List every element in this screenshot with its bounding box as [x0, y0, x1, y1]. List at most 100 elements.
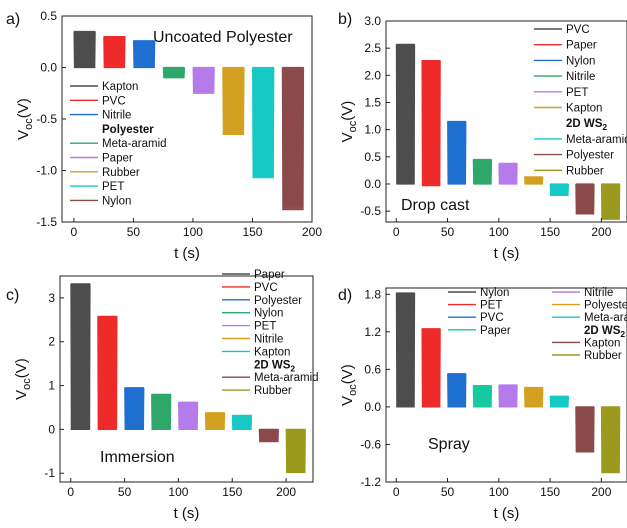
y-tick-label: -1.2 — [360, 475, 381, 489]
x-axis-label: t (s) — [494, 245, 520, 262]
legend-entry-sub: 2 — [620, 329, 625, 339]
y-axis-label: Voc(V) — [13, 358, 33, 400]
legend-entry-text: Meta-aramid — [566, 134, 627, 146]
series-line — [252, 67, 275, 178]
legend-entry-text: Nylon — [254, 308, 283, 320]
legend-entry: Nitrile — [254, 334, 283, 346]
x-tick-label: 150 — [540, 485, 560, 499]
x-tick-label: 50 — [441, 485, 455, 499]
data-layer — [395, 43, 621, 220]
legend-entry: Nylon — [254, 308, 283, 320]
legend-entry-text: Paper — [480, 325, 511, 337]
legend-entry: Paper — [480, 325, 511, 337]
x-tick-label: 150 — [540, 225, 560, 239]
legend-entry-text: PVC — [254, 282, 278, 294]
legend-entry-text: Rubber — [584, 350, 622, 362]
series-line — [472, 385, 493, 407]
panel-label: a) — [6, 11, 20, 28]
x-tick-label: 50 — [441, 225, 455, 239]
series-line — [575, 183, 595, 214]
data-layer — [395, 292, 621, 474]
legend-entry: Paper — [102, 153, 133, 165]
y-tick-label: 1 — [48, 379, 55, 393]
x-tick-label: 0 — [67, 485, 74, 499]
legend-entry-text: Nitrile — [566, 71, 595, 83]
series-line — [498, 384, 518, 407]
y-tick-label: 1.8 — [364, 287, 381, 301]
series-line — [395, 293, 416, 407]
y-tick-label: -1 — [44, 466, 55, 480]
x-tick-label: 50 — [118, 485, 132, 499]
series-line — [447, 373, 467, 407]
legend-entry: Nylon — [102, 195, 131, 207]
legend: PaperPVCPolyesterNylonPETNitrileKapton2D… — [222, 269, 319, 397]
series-line — [281, 67, 305, 210]
panel-label: c) — [6, 287, 19, 304]
series-line — [204, 412, 226, 430]
legend-entry: Rubber — [254, 385, 292, 397]
y-tick-label: -1.0 — [36, 164, 57, 178]
series-line — [395, 44, 416, 184]
series-line — [222, 67, 245, 135]
x-tick-label: 0 — [393, 485, 400, 499]
chart-annotation: Spray — [428, 436, 470, 453]
y-axis-label-sub: oc — [347, 120, 359, 132]
legend-entry-sub: 2 — [290, 363, 295, 373]
y-axis-label-unit: (V) — [15, 98, 32, 118]
legend-entry: PET — [254, 321, 276, 333]
legend-entry: Nylon — [566, 55, 595, 67]
series-line — [421, 328, 441, 407]
y-axis-label: Voc(V) — [339, 364, 359, 406]
series-line — [285, 429, 306, 473]
y-tick-label: 0.0 — [364, 400, 381, 414]
legend-entry: Rubber — [566, 165, 604, 177]
series-line — [421, 60, 441, 186]
series-line — [524, 176, 544, 184]
legend-entry: Paper — [254, 269, 285, 281]
legend-entry-text: Meta-aramid — [102, 138, 167, 150]
y-tick-label: 2.5 — [364, 41, 381, 55]
legend-entry-text: Rubber — [254, 385, 292, 397]
x-axis-label: t (s) — [174, 505, 200, 522]
x-tick-label: 50 — [127, 225, 141, 239]
legend-entry-text: Rubber — [566, 165, 604, 177]
legend-entry: 2D WS2 — [566, 118, 607, 132]
legend-entry: PET — [102, 181, 124, 193]
series-line — [177, 402, 199, 430]
chart-annotation: Immersion — [100, 449, 175, 466]
legend-entry-text: PVC — [566, 24, 590, 36]
series-line — [472, 159, 493, 184]
legend-entry-text: Kapton — [102, 81, 138, 93]
x-tick-label: 100 — [489, 225, 509, 239]
series-line — [151, 394, 172, 430]
y-axis-label-unit: (V) — [13, 358, 30, 378]
legend-entry: Paper — [566, 40, 597, 52]
legend-entry-text: Rubber — [102, 167, 140, 179]
legend-entry-text: Paper — [102, 153, 133, 165]
y-tick-label: -0.5 — [36, 112, 57, 126]
y-axis-label-sub: oc — [23, 118, 35, 130]
data-layer — [73, 30, 305, 211]
y-tick-label: -0.6 — [360, 437, 381, 451]
x-tick-label: 200 — [591, 485, 611, 499]
legend-entry-text: PET — [480, 300, 502, 312]
legend-entry-text: Meta-aramid — [584, 312, 627, 324]
legend-entry: Nitrile — [566, 71, 595, 83]
series-line — [231, 415, 253, 430]
x-tick-label: 100 — [183, 225, 203, 239]
plot-frame — [385, 287, 627, 483]
series-line — [103, 36, 126, 68]
series-line — [73, 31, 96, 68]
legend-entry: Nitrile — [584, 287, 613, 299]
chart-panel: 0 50 100 150 200 -1.5 -1.0 -0.5 0.0 0.5 t (s) Voc(V… — [6, 9, 322, 262]
legend-entry: Meta-aramid — [102, 138, 167, 150]
x-tick-label: 200 — [302, 225, 322, 239]
x-tick-label: 150 — [242, 225, 262, 239]
y-axis-label-unit: (V) — [339, 364, 356, 384]
legend-entry-text: PET — [566, 87, 588, 99]
chart-panel: 0 50 100 150 200 -0.5 0.0 0.5 1.0 1.5 2.0 2.5 3.0 t (… — [338, 11, 627, 262]
legend-entry-text: Polyester — [102, 124, 154, 136]
chart-panel: 0 50 100 150 200 -1 0 1 2 3 t (s) Voc(V) c) Immersion… — [6, 269, 319, 522]
legend-entry-text: Polyester — [254, 295, 302, 307]
